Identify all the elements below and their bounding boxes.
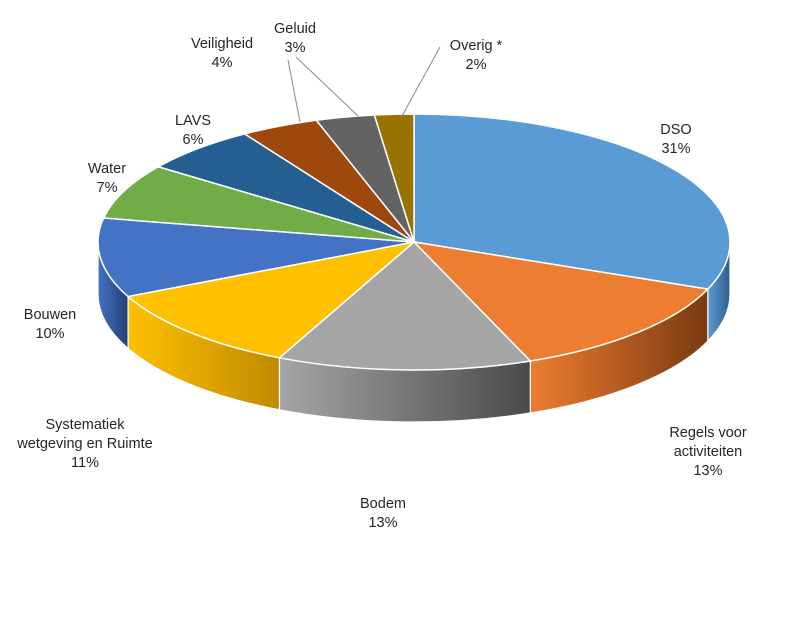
label-name: Bouwen: [24, 307, 76, 323]
label-name: Bodem: [360, 496, 406, 512]
label-name: DSO: [660, 122, 691, 138]
label-percent: 7%: [97, 180, 118, 196]
leader-line-overig: [401, 46, 441, 117]
label-percent: 6%: [183, 132, 204, 148]
label-name: Regels voor: [669, 425, 747, 441]
label-percent: 2%: [466, 57, 487, 73]
pie-slice-overig: [373, 113, 415, 243]
label-name: Veiligheid: [191, 36, 253, 52]
label-water: Water 7%: [88, 161, 126, 196]
data-labels: DSO 31% Regels voor activiteiten 13% Bodem 13%…: [16, 21, 747, 531]
label-percent: 13%: [693, 463, 722, 479]
label-bouwen: Bouwen 10%: [24, 307, 76, 342]
pie-slice-dso: [413, 113, 731, 290]
pie-side-walls: [97, 241, 731, 423]
label-percent: 11%: [71, 455, 99, 471]
label-name: Overig *: [450, 38, 503, 54]
leader-line-geluid: [295, 56, 359, 117]
label-geluid: Geluid 3%: [274, 21, 316, 56]
pie-top-faces: [97, 113, 731, 371]
label-dso: DSO 31%: [660, 122, 691, 157]
label-percent: 10%: [35, 326, 64, 342]
pie-slice-systematiek-wetgeving-en-ruimte: [126, 240, 417, 359]
label-regels-voor-activiteiten: Regels voor activiteiten 13%: [669, 425, 747, 479]
label-name: Geluid: [274, 21, 316, 37]
pie-slice-bouwen: [97, 217, 415, 298]
label-percent: 4%: [212, 55, 233, 71]
label-systematiek-wetgeving-en-ruimte: Systematiek wetgeving en Ruimte 11%: [16, 417, 152, 471]
label-overig: Overig * 2%: [450, 38, 503, 73]
leader-lines: [287, 46, 441, 123]
leader-line-veiligheid: [287, 59, 301, 123]
pie-slice-bodem: [277, 240, 532, 371]
label-name: LAVS: [175, 113, 211, 129]
label-name: Systematiek: [46, 417, 126, 433]
label-lavs: LAVS 6%: [175, 113, 211, 148]
label-percent: 13%: [368, 515, 397, 531]
label-percent: 31%: [661, 141, 690, 157]
label-bodem: Bodem 13%: [360, 496, 406, 531]
label-veiligheid: Veiligheid 4%: [191, 36, 253, 71]
pie-slice-water: [102, 165, 415, 243]
label-percent: 3%: [285, 40, 306, 56]
label-name: activiteiten: [674, 444, 743, 460]
label-name: Water: [88, 161, 126, 177]
pie-slice-lavs: [156, 133, 415, 243]
label-name: wetgeving en Ruimte: [16, 436, 152, 452]
pie-slice-regels-voor-activiteiten: [411, 240, 710, 362]
